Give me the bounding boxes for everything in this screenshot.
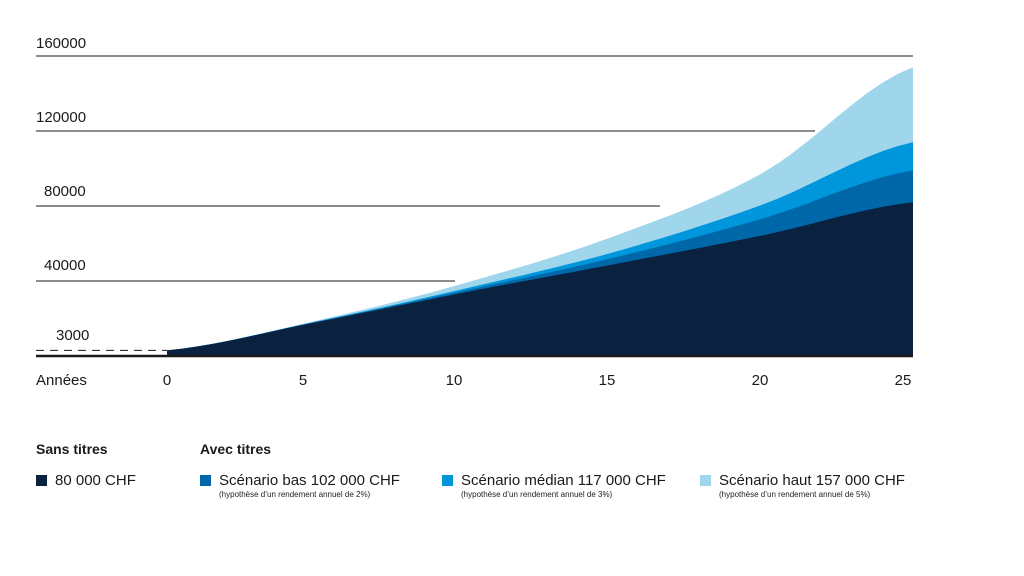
legend-swatch bbox=[700, 475, 711, 486]
legend-group-sans-titres-title: Sans titres bbox=[36, 441, 108, 457]
x-tick-label: 20 bbox=[752, 372, 769, 389]
legend-note: (hypothèse d’un rendement annuel de 3%) bbox=[461, 490, 613, 499]
legend-group-avec-titres-title: Avec titres bbox=[200, 441, 272, 457]
legend-swatch bbox=[442, 475, 453, 486]
x-tick-label: 15 bbox=[599, 372, 616, 389]
x-axis-label: Années bbox=[36, 372, 87, 389]
x-tick-label: 25 bbox=[895, 372, 912, 389]
legend-label: 80 000 CHF bbox=[55, 472, 136, 489]
legend-item-sans-titres: 80 000 CHF bbox=[36, 471, 136, 490]
legend-note: (hypothèse d’un rendement annuel de 5%) bbox=[719, 490, 871, 499]
y-tick-label: 120000 bbox=[36, 109, 86, 126]
legend-item-scenario-haut: Scénario haut 157 000 CHF (hypothèse d’u… bbox=[700, 471, 905, 500]
legend-label: Scénario médian 117 000 CHF bbox=[461, 472, 666, 489]
legend-note: (hypothèse d’un rendement annuel de 2%) bbox=[219, 490, 371, 499]
legend-label: Scénario haut 157 000 CHF bbox=[719, 472, 905, 489]
y-tick-label: 40000 bbox=[44, 257, 86, 274]
y-tick-label: 3000 bbox=[56, 327, 89, 344]
legend-swatch bbox=[200, 475, 211, 486]
x-tick-label: 5 bbox=[299, 372, 307, 389]
savings-area-chart: 160000 120000 80000 40000 3000 Années 0 5 10 15 20… bbox=[36, 35, 913, 389]
x-tick-label: 10 bbox=[446, 372, 463, 389]
legend-label: Scénario bas 102 000 CHF bbox=[219, 472, 400, 489]
y-tick-label: 80000 bbox=[44, 183, 86, 200]
x-tick-label: 0 bbox=[163, 372, 171, 389]
area-series-0 bbox=[167, 202, 913, 356]
y-tick-label: 160000 bbox=[36, 35, 86, 52]
legend-swatch bbox=[36, 475, 47, 486]
legend-item-scenario-bas: Scénario bas 102 000 CHF (hypothèse d’un… bbox=[200, 471, 400, 500]
legend-item-scenario-median: Scénario médian 117 000 CHF (hypothèse d… bbox=[442, 471, 666, 500]
